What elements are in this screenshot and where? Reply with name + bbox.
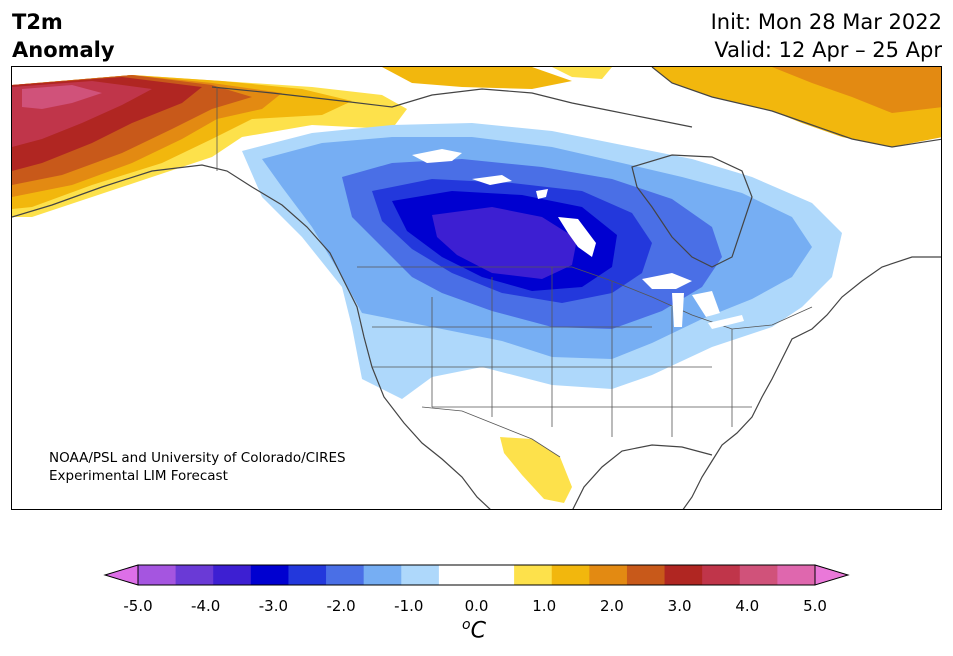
unit-degree-mark: o bbox=[462, 617, 471, 633]
colorbar-cell bbox=[702, 565, 741, 585]
credit-line-1: NOAA/PSL and University of Colorado/CIRE… bbox=[49, 450, 346, 466]
colorbar-cell bbox=[213, 565, 252, 585]
warm-anomaly-alaska-7 bbox=[22, 85, 102, 109]
colorbar-right-arrow bbox=[814, 564, 850, 586]
greenland-coast bbox=[651, 67, 941, 148]
colorbar-cell bbox=[777, 565, 816, 585]
colorbar-tick-label: 4.0 bbox=[735, 597, 760, 615]
colorbar-cell bbox=[514, 565, 553, 585]
lake-michigan bbox=[672, 293, 684, 327]
title-line-1: T2m bbox=[12, 10, 63, 34]
cold-anomaly-6 bbox=[432, 207, 577, 279]
colorbar-cell bbox=[626, 565, 666, 585]
credit-line-2: Experimental LIM Forecast bbox=[49, 468, 228, 484]
great-slave-lake bbox=[472, 175, 512, 185]
warm-anomaly-arctic-2 bbox=[552, 67, 612, 79]
lakes bbox=[412, 149, 744, 329]
colorbar-cell bbox=[175, 565, 214, 585]
valid-date: Valid: 12 Apr – 25 Apr bbox=[714, 38, 942, 62]
colorbar-frame bbox=[137, 564, 816, 586]
colorbar-cell bbox=[551, 565, 590, 585]
forecast-dates: Init: Mon 28 Mar 2022 Valid: 12 Apr – 25… bbox=[711, 8, 942, 64]
unit-letter: C bbox=[470, 618, 486, 644]
coastline-west bbox=[12, 164, 491, 509]
colorbar-tick-label: -2.0 bbox=[326, 597, 356, 615]
arctic-coast bbox=[211, 86, 693, 128]
colorbar-cell bbox=[138, 565, 177, 585]
colorbar-cell bbox=[288, 565, 327, 585]
lake-winnipeg bbox=[558, 217, 596, 257]
colorbar-left-arrow bbox=[103, 564, 139, 586]
credit-text: NOAA/PSL and University of Colorado/CIRE… bbox=[49, 449, 346, 485]
colorbar-tick-label: 1.0 bbox=[532, 597, 557, 615]
great-bear-lake bbox=[412, 149, 462, 163]
us-canada-border bbox=[357, 266, 813, 330]
colorbar-cell bbox=[476, 565, 515, 585]
colorbar-cell bbox=[363, 565, 402, 585]
map-canvas bbox=[12, 67, 941, 509]
colorbar-tick-label: 3.0 bbox=[667, 597, 692, 615]
title-line-2: Anomaly bbox=[12, 38, 115, 62]
init-date: Init: Mon 28 Mar 2022 bbox=[710, 10, 942, 34]
coastlines bbox=[12, 67, 941, 509]
map-title: T2m Anomaly bbox=[12, 8, 115, 64]
colorbar-tick-label: 2.0 bbox=[599, 597, 624, 615]
lake-superior bbox=[642, 273, 692, 289]
warm-anomaly-greenland-2 bbox=[772, 67, 941, 113]
colorbar-ticks: -5.0 -4.0 -3.0 -2.0 -1.0 0.0 1.0 2.0 3.0 4.0 5.0 bbox=[0, 597, 953, 617]
anomaly-map bbox=[11, 66, 942, 510]
colorbar-cell bbox=[664, 565, 703, 585]
colorbar-tick-label: -1.0 bbox=[394, 597, 424, 615]
colorbar-cell bbox=[589, 565, 628, 585]
warm-anomaly-mexico bbox=[500, 437, 572, 503]
coastline-east bbox=[682, 256, 941, 509]
colorbar-tick-label: -5.0 bbox=[123, 597, 153, 615]
colorbar-cell bbox=[739, 565, 778, 585]
warm-anomaly-arctic bbox=[382, 67, 572, 89]
us-mexico-border bbox=[421, 406, 561, 458]
colorbar-cell bbox=[438, 565, 477, 585]
colorbar bbox=[103, 564, 850, 586]
colorbar-cell bbox=[326, 565, 365, 585]
lake-erie bbox=[708, 315, 744, 329]
colorbar-tick-label: 5.0 bbox=[803, 597, 827, 615]
colorbar-tick-label: 0.0 bbox=[464, 597, 489, 615]
hudson-bay bbox=[631, 154, 753, 268]
colorbar-cell bbox=[401, 565, 440, 585]
lake-huron bbox=[692, 291, 720, 317]
coastline-gulf bbox=[572, 444, 713, 509]
colorbar-unit: oC bbox=[462, 617, 486, 643]
lake-athabasca bbox=[536, 189, 548, 199]
colorbar-tick-label: -3.0 bbox=[258, 597, 289, 615]
state-lines bbox=[372, 267, 752, 437]
political-borders bbox=[216, 87, 813, 458]
colorbar-tick-label: -4.0 bbox=[191, 597, 221, 615]
colorbar-cell bbox=[250, 565, 289, 585]
